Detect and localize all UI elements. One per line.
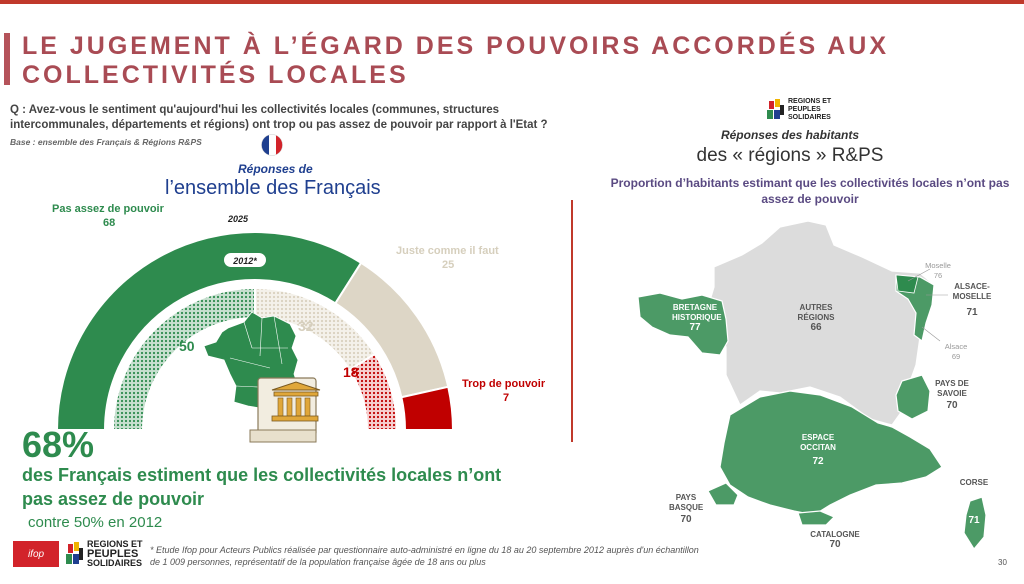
- region-catalogne: [797, 510, 836, 526]
- rps-logo-bottom: REGIONS ET PEUPLES SOLIDAIRES: [66, 540, 143, 568]
- france-regions-map: [637, 220, 987, 551]
- juste-label: Juste comme il faut: [396, 245, 499, 257]
- year-2012-pill: [224, 253, 266, 267]
- rps-top-line3: SOLIDAIRES: [788, 114, 831, 121]
- left-subtitle: l’ensemble des Français: [165, 177, 381, 199]
- rps-logo-bottom-mark-icon: [66, 542, 83, 564]
- pas-assez-label: Pas assez de pouvoir: [52, 203, 164, 215]
- trop-label: Trop de pouvoir: [462, 378, 546, 390]
- right-heading: des « régions » R&PS: [696, 145, 884, 166]
- rps-top-line2: PEUPLES: [788, 106, 821, 113]
- label-corse-value: 71: [968, 515, 980, 526]
- region-bretagne: [637, 292, 729, 356]
- rps-bottom-line1: REGIONS ET: [87, 539, 143, 549]
- juste-2012-value: 32: [298, 318, 314, 334]
- rps-logo-mark-icon: [767, 99, 784, 119]
- rps-bottom-line3: SOLIDAIRES: [87, 558, 143, 568]
- arc-2025-pas-assez: [55, 231, 363, 431]
- juste-2025-value: 25: [442, 259, 455, 271]
- label-occitan: ESPACE OCCITAN 72: [800, 433, 836, 467]
- trop-2012-value: 18: [343, 364, 359, 380]
- label-autres: AUTRES RÉGIONS 66: [797, 303, 835, 333]
- rps-logo-top: REGIONS ET PEUPLES SOLIDAIRES: [767, 98, 831, 122]
- label-catalogne: CATALOGNE 70: [810, 530, 860, 550]
- region-savoie: [895, 374, 931, 420]
- label-bretagne: BRETAGNE HISTORIQUE 77: [672, 303, 722, 333]
- survey-question: Q : Avez-vous le sentiment qu'aujourd'hu…: [10, 104, 548, 131]
- france-document-illustration: [203, 311, 321, 443]
- year-2012-label: 2012*: [232, 256, 257, 266]
- region-occitan: [719, 390, 943, 516]
- footnote: * Etude Ifop pour Acteurs Publics réalis…: [150, 545, 699, 567]
- left-subtitle-italic: Réponses de: [238, 162, 313, 176]
- label-moselle: Moselle 76: [925, 261, 951, 280]
- label-alsace: Alsace 69: [944, 342, 968, 361]
- label-corse: CORSE: [959, 478, 989, 487]
- headline-percentage: 68%: [22, 424, 95, 465]
- region-moselle: [895, 274, 919, 294]
- section-divider: [571, 200, 573, 442]
- arc-2012-trop: [348, 352, 399, 431]
- top-accent-bar: [0, 0, 1024, 4]
- right-proportion-text: Proportion d’habitants estimant que les …: [610, 176, 1010, 206]
- ring-2025: [55, 231, 455, 431]
- label-basque: PAYS BASQUE 70: [669, 493, 704, 525]
- headline-text: des Français estiment que les collectivi…: [22, 465, 502, 509]
- page-number: 30: [998, 558, 1007, 567]
- page-title: LE JUGEMENT À L’ÉGARD DES POUVOIRS ACCOR…: [22, 32, 890, 89]
- region-corse: [963, 496, 987, 551]
- comparison-2012: contre 50% en 2012: [28, 514, 163, 531]
- label-alsace-moselle: ALSACE-MOSELLE 71: [952, 282, 992, 318]
- french-flag-icon: [261, 134, 283, 156]
- year-2025-pill: [221, 211, 255, 225]
- semi-donut-chart: 2025 2012*: [55, 211, 455, 431]
- rps-top-line1: REGIONS ET: [788, 98, 832, 105]
- arc-2025-trop: [400, 385, 455, 431]
- pas-assez-2025-value: 68: [103, 217, 116, 229]
- title-accent-bar: [4, 33, 10, 85]
- trop-2025-value: 7: [503, 392, 510, 404]
- pas-assez-2012-value: 50: [179, 338, 195, 354]
- rps-bottom-line2: PEUPLES: [87, 548, 139, 560]
- right-heading-italic: Réponses des habitants: [720, 128, 860, 142]
- label-savoie: PAYS DE SAVOIE 70: [935, 379, 969, 411]
- ifop-logo: ifop: [13, 541, 59, 567]
- sample-base: Base : ensemble des Français & Régions R…: [10, 137, 202, 147]
- year-2025-label: 2025: [227, 214, 249, 224]
- region-basque: [707, 482, 739, 506]
